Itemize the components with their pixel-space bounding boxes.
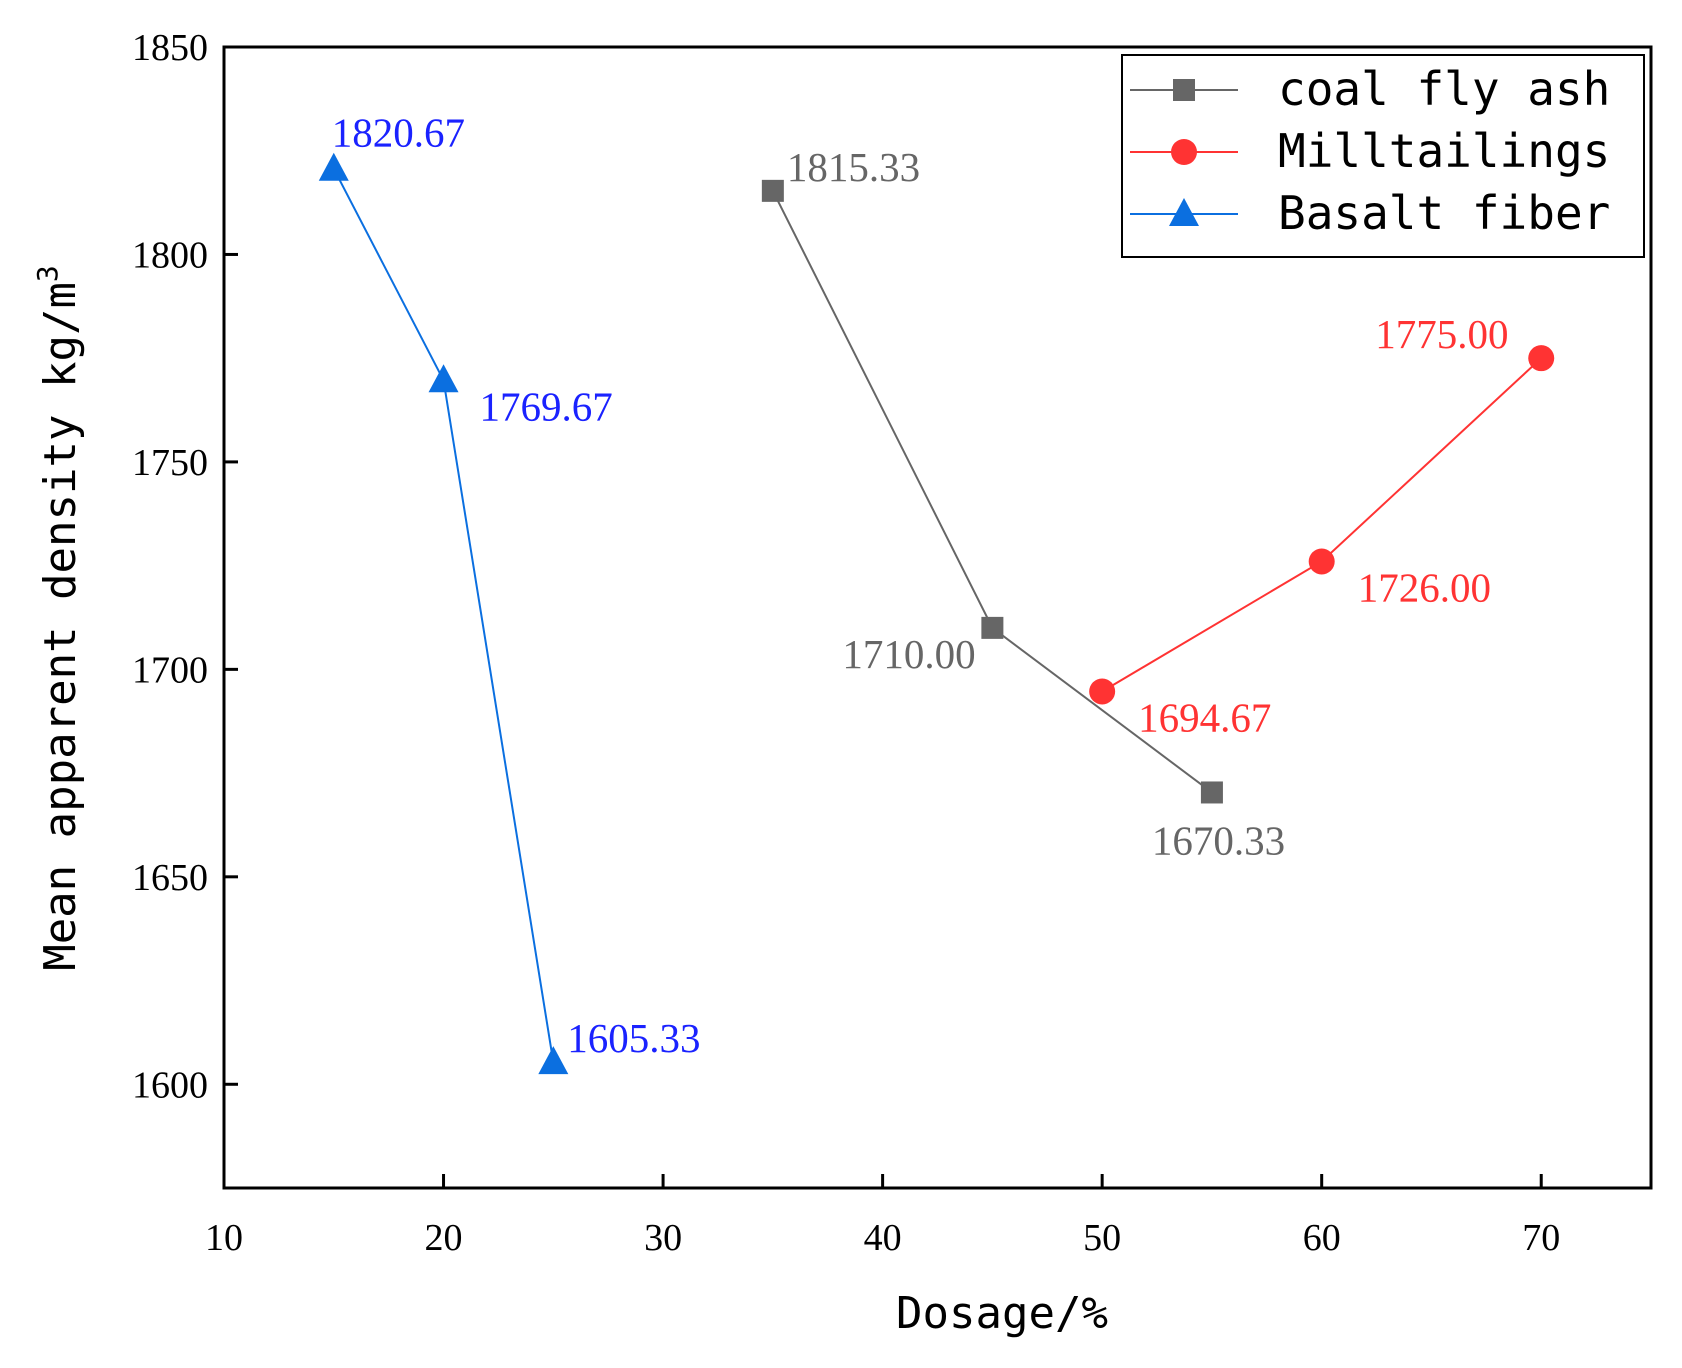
x-axis-title: Dosage/% [896, 1288, 1108, 1339]
series-milltailings: 1694.67 1726.00 1775.00 [1089, 311, 1555, 740]
data-label: 1694.67 [1138, 694, 1271, 740]
triangle-marker [538, 1046, 569, 1075]
series-coal-fly-ash: 1815.33 1710.00 1670.33 [761, 144, 1285, 863]
y-axis-title-superscript: 3 [31, 265, 64, 282]
legend-label: coal fly ash [1278, 62, 1610, 116]
x-tick-label: 60 [1303, 1217, 1341, 1259]
y-tick-label: 1700 [132, 649, 208, 691]
data-label: 1670.33 [1152, 817, 1285, 863]
legend-item: Milltailings [1130, 124, 1610, 178]
series-line [332, 168, 555, 1063]
x-tick-label: 50 [1083, 1217, 1121, 1259]
series-line [1101, 357, 1542, 693]
triangle-marker [1169, 198, 1199, 226]
data-label: 1605.33 [567, 1015, 700, 1061]
legend-label: Milltailings [1278, 124, 1610, 178]
data-label: 1820.67 [332, 110, 465, 156]
x-tick-label: 70 [1522, 1217, 1560, 1259]
x-axis: 10 20 30 40 50 60 70 [205, 1174, 1560, 1259]
legend-item: coal fly ash [1130, 62, 1610, 116]
data-label: 1726.00 [1358, 564, 1491, 610]
circle-marker [1089, 678, 1116, 705]
legend-label: Basalt fiber [1278, 186, 1610, 240]
plot-frame [222, 45, 1653, 1190]
legend-box [1121, 54, 1645, 258]
x-tick-label: 40 [864, 1217, 902, 1259]
data-label: 1710.00 [842, 631, 975, 677]
y-axis-title: Mean apparent density kg/m3 [31, 265, 86, 971]
square-marker [1173, 79, 1195, 101]
x-tick-label: 20 [425, 1217, 463, 1259]
data-label: 1769.67 [480, 383, 613, 429]
y-tick-label: 1600 [132, 1064, 208, 1106]
data-label: 1815.33 [787, 144, 920, 190]
legend-item: Basalt fiber [1130, 186, 1610, 240]
legend: coal fly ash Milltailings Basalt fiber [1121, 54, 1645, 258]
circle-marker [1171, 139, 1197, 165]
y-tick-label: 1850 [132, 27, 208, 69]
square-marker [981, 616, 1004, 639]
x-tick-label: 10 [205, 1217, 243, 1259]
y-axis: 1600 1650 1700 1750 1800 1850 [132, 27, 238, 1106]
triangle-marker [428, 364, 459, 393]
square-marker [761, 179, 784, 202]
series-layer: 1815.33 1710.00 1670.33 1694.67 1726.00 1775.… [318, 110, 1555, 1075]
y-tick-label: 1750 [132, 442, 208, 484]
circle-marker [1308, 548, 1335, 575]
y-tick-label: 1800 [132, 234, 208, 276]
x-tick-label: 30 [644, 1217, 682, 1259]
series-basalt-fiber: 1820.67 1769.67 1605.33 [318, 110, 701, 1075]
triangle-marker [318, 152, 349, 181]
y-tick-label: 1650 [132, 857, 208, 899]
y-axis-title-main: Mean apparent density kg/m [35, 282, 86, 971]
data-label: 1775.00 [1375, 311, 1508, 357]
circle-marker [1528, 345, 1555, 372]
square-marker [1200, 781, 1223, 804]
